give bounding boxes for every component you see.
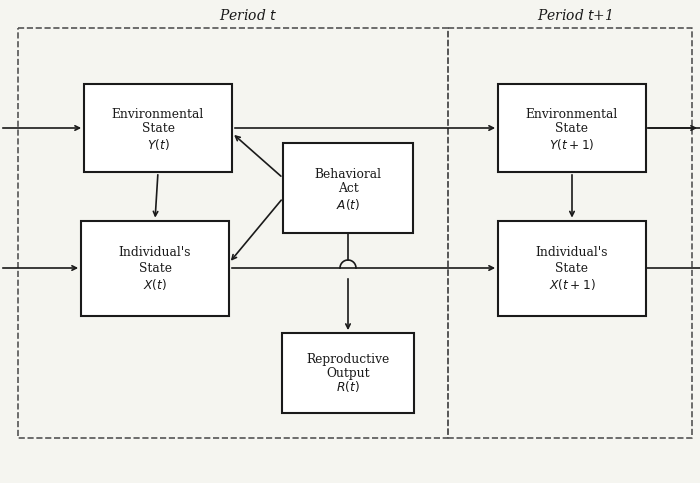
Text: Individual's: Individual's [119, 245, 191, 258]
Text: Reproductive: Reproductive [307, 353, 390, 366]
Text: $Y(t+1)$: $Y(t+1)$ [550, 137, 595, 152]
Text: State: State [556, 122, 589, 134]
Text: Act: Act [337, 182, 358, 195]
Bar [498, 84, 646, 172]
Text: State: State [139, 261, 172, 274]
Text: State: State [141, 122, 174, 134]
Text: $X(t+1)$: $X(t+1)$ [549, 276, 596, 292]
Text: Output: Output [326, 367, 370, 380]
Text: Environmental: Environmental [112, 108, 204, 120]
Text: $X(t)$: $X(t)$ [143, 276, 167, 292]
Text: Environmental: Environmental [526, 108, 618, 120]
Text: $A(t)$: $A(t)$ [336, 197, 360, 212]
Text: Period $t$+1: Period $t$+1 [537, 8, 612, 23]
Bar [81, 221, 229, 315]
Text: $Y(t)$: $Y(t)$ [146, 137, 169, 152]
Text: State: State [556, 261, 589, 274]
Text: $R(t)$: $R(t)$ [336, 380, 360, 395]
Text: Period $t$: Period $t$ [219, 8, 277, 23]
Bar [283, 143, 413, 233]
Bar [282, 333, 414, 413]
Bar [498, 221, 646, 315]
Text: Behavioral: Behavioral [314, 168, 382, 181]
Text: Individual's: Individual's [536, 245, 608, 258]
Bar [84, 84, 232, 172]
